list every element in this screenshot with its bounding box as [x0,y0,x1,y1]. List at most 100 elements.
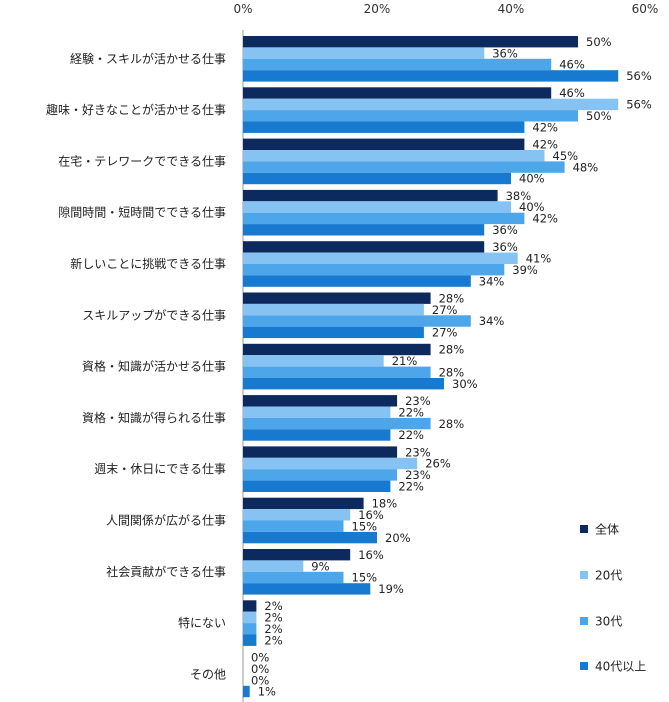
bar-40代以上 [243,583,371,595]
bar-40代以上 [243,634,257,646]
data-label: 20% [385,531,411,545]
legend-swatch [580,571,588,579]
legend-label: 40代以上 [595,660,646,674]
data-label: 0% [251,662,269,676]
bar-全体 [243,189,498,202]
data-label: 50% [586,109,612,123]
bar-40代以上 [243,275,471,287]
bar-20代 [243,98,619,111]
bar-30代 [243,366,431,378]
legend-swatch [580,525,588,533]
x-tick-label: 60% [632,2,659,16]
category-label: 週末・休日にできる仕事 [94,462,226,476]
data-label: 38% [506,189,532,203]
bar-20代 [243,611,257,624]
bar-全体 [243,600,257,612]
bar-40代以上 [243,121,525,133]
data-label: 1% [258,685,276,699]
bar-全体 [243,36,578,48]
bar-30代 [243,161,565,173]
data-label: 45% [553,149,579,163]
data-label: 34% [479,314,505,328]
bar-全体 [243,446,398,458]
bar-40代以上 [243,70,619,82]
data-label: 2% [264,622,282,636]
bar-40代以上 [243,224,485,236]
data-label: 16% [358,508,384,522]
bar-40代以上 [243,326,424,339]
legend-label: 20代 [595,569,622,583]
category-label: その他 [190,667,226,681]
data-label: 18% [372,497,398,511]
category-label: 人間関係が広がる仕事 [106,513,226,528]
category-label: 資格・知識が得られる仕事 [82,410,226,425]
data-label: 22% [398,405,424,419]
bar-30代 [243,58,552,71]
data-label: 30% [452,377,478,391]
bar-20代 [243,509,351,521]
data-label: 16% [358,548,384,562]
data-label: 36% [492,240,518,254]
data-label: 46% [559,86,585,100]
data-label: 2% [264,611,282,625]
x-tick-label: 40% [498,2,525,16]
category-label: 新しいことに挑戦できる仕事 [70,256,226,271]
legend-label: 30代 [595,615,622,629]
data-label: 23% [405,468,431,482]
bar-40代以上 [243,685,250,698]
legend-swatch [580,662,588,670]
bar-20代 [243,47,485,59]
bar-40代以上 [243,378,444,390]
data-label: 42% [532,120,558,134]
data-label: 26% [425,457,451,471]
bar-全体 [243,138,525,150]
category-label: 経験・スキルが活かせる仕事 [70,51,226,66]
data-label: 39% [512,263,538,277]
bar-20代 [243,355,384,367]
data-label: 46% [559,58,585,72]
bar-全体 [243,395,398,407]
data-label: 27% [432,326,458,340]
bar-全体 [243,241,485,253]
category-label: 在宅・テレワークでできる仕事 [58,153,226,168]
bar-全体 [243,87,552,99]
category-label: 社会貢献ができる仕事 [106,564,226,579]
category-label: スキルアップができる仕事 [82,307,226,322]
bar-20代 [243,150,545,162]
category-label: 趣味・好きなことが活かせる仕事 [46,102,226,117]
bar-20代 [243,457,418,470]
bar-20代 [243,252,518,264]
bar-40代以上 [243,172,511,185]
data-label: 22% [398,428,424,442]
data-label: 19% [378,582,404,596]
bar-30代 [243,520,344,532]
data-label: 22% [398,480,424,494]
bar-40代以上 [243,531,377,544]
data-label: 56% [626,98,652,112]
data-label: 28% [439,417,465,431]
bar-全体 [243,549,351,561]
bar-全体 [243,343,431,356]
data-label: 40% [519,172,545,186]
bar-30代 [243,571,344,584]
data-label: 9% [311,559,329,573]
data-label: 27% [432,303,458,317]
bar-20代 [243,303,424,316]
data-label: 0% [251,673,269,687]
bar-20代 [243,560,304,572]
data-label: 36% [492,223,518,237]
bar-30代 [243,110,578,122]
data-label: 56% [626,69,652,83]
data-label: 23% [405,445,431,459]
data-label: 15% [352,571,378,585]
bar-全体 [243,497,364,510]
bar-30代 [243,315,471,327]
category-label: 資格・知識が活かせる仕事 [82,359,226,374]
bar-30代 [243,469,398,481]
bar-30代 [243,212,525,225]
bar-40代以上 [243,429,391,441]
data-label: 41% [526,252,552,266]
data-label: 42% [532,212,558,226]
data-label: 36% [492,46,518,60]
